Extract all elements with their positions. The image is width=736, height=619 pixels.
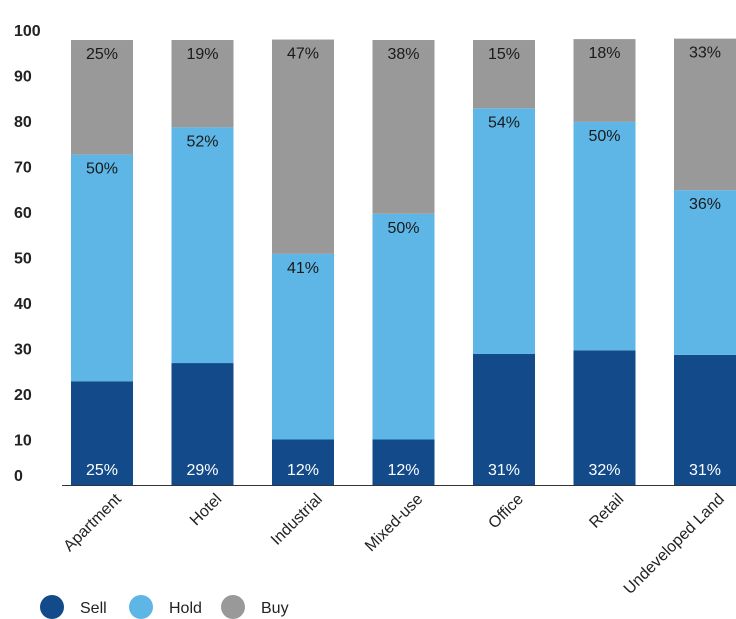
y-tick-10: 10 — [14, 433, 32, 450]
label-sell-hotel: 29% — [186, 462, 218, 479]
legend: Sell Hold Buy — [40, 595, 289, 619]
x-tick-industrial: Industrial — [268, 491, 326, 549]
y-tick-0: 0 — [14, 468, 23, 485]
label-hold-industrial: 41% — [287, 260, 319, 277]
label-buy-industrial: 47% — [287, 46, 319, 63]
bar-sell-hotel — [171, 363, 234, 485]
bar-buy-hotel — [171, 40, 234, 128]
y-axis: 0 10 20 30 40 50 60 70 80 90 100 — [14, 23, 41, 485]
label-buy-mixed-use: 38% — [387, 46, 419, 63]
bar-hold-retail — [573, 121, 636, 351]
bar-sell-mixed-use — [372, 439, 435, 485]
label-buy-undeveloped-land: 33% — [689, 45, 721, 62]
label-buy-apartment: 25% — [86, 46, 118, 63]
y-tick-50: 50 — [14, 251, 32, 268]
bar-hold-office — [473, 108, 535, 354]
y-tick-30: 30 — [14, 342, 32, 359]
x-axis: Apartment Hotel Industrial Mixed-use Office R… — [61, 490, 728, 597]
bar-sell-industrial — [272, 439, 334, 485]
legend-swatch-hold — [129, 595, 153, 619]
y-tick-90: 90 — [14, 69, 32, 86]
bar-buy-mixed-use — [372, 40, 435, 214]
label-sell-office: 31% — [488, 462, 520, 479]
x-tick-office: Office — [485, 491, 526, 532]
legend-label-buy: Buy — [261, 600, 289, 617]
label-sell-industrial: 12% — [287, 462, 319, 479]
label-sell-apartment: 25% — [86, 462, 118, 479]
label-hold-office: 54% — [488, 114, 520, 131]
legend-swatch-sell — [40, 595, 64, 619]
label-hold-apartment: 50% — [86, 161, 118, 178]
legend-label-sell: Sell — [80, 600, 107, 617]
legend-swatch-buy — [221, 595, 245, 619]
x-tick-undeveloped-land: Undeveloped Land — [621, 491, 728, 598]
y-tick-70: 70 — [14, 160, 32, 177]
y-tick-20: 20 — [14, 387, 32, 404]
x-tick-hotel: Hotel — [187, 491, 225, 529]
y-tick-80: 80 — [14, 114, 32, 131]
label-buy-hotel: 19% — [186, 46, 218, 63]
y-tick-60: 60 — [14, 205, 32, 222]
bar-hold-apartment — [71, 154, 133, 382]
y-tick-40: 40 — [14, 296, 32, 313]
bar-buy-office — [473, 40, 535, 109]
bar-sell-retail — [573, 350, 636, 485]
bar-sell-office — [473, 353, 535, 485]
legend-label-hold: Hold — [169, 600, 202, 617]
bar-hold-industrial — [272, 253, 334, 440]
bar-hold-undeveloped-land — [674, 190, 736, 355]
x-tick-apartment: Apartment — [61, 490, 126, 555]
bar-buy-retail — [573, 39, 636, 122]
label-buy-retail: 18% — [588, 45, 620, 62]
x-tick-mixed-use: Mixed-use — [362, 491, 426, 555]
bar-buy-undeveloped-land — [674, 38, 736, 191]
bar-hold-hotel — [171, 127, 234, 364]
data-labels: 25% 50% 25% 29% 52% 19% 12% 41% 47% 12% 50% 38% 31% 5… — [86, 45, 721, 479]
label-hold-undeveloped-land: 36% — [689, 196, 721, 213]
bar-buy-apartment — [71, 40, 133, 155]
bar-buy-industrial — [272, 39, 334, 254]
label-hold-retail: 50% — [588, 128, 620, 145]
label-sell-retail: 32% — [588, 462, 620, 479]
bar-sell-apartment — [71, 381, 133, 485]
label-sell-undeveloped-land: 31% — [689, 462, 721, 479]
bar-sell-undeveloped-land — [674, 354, 736, 485]
label-hold-hotel: 52% — [186, 133, 218, 150]
label-hold-mixed-use: 50% — [387, 220, 419, 237]
label-sell-mixed-use: 12% — [387, 462, 419, 479]
x-tick-retail: Retail — [586, 491, 627, 532]
bar-hold-mixed-use — [372, 213, 435, 440]
bars — [71, 38, 736, 485]
label-buy-office: 15% — [488, 46, 520, 63]
y-tick-100: 100 — [14, 23, 41, 40]
